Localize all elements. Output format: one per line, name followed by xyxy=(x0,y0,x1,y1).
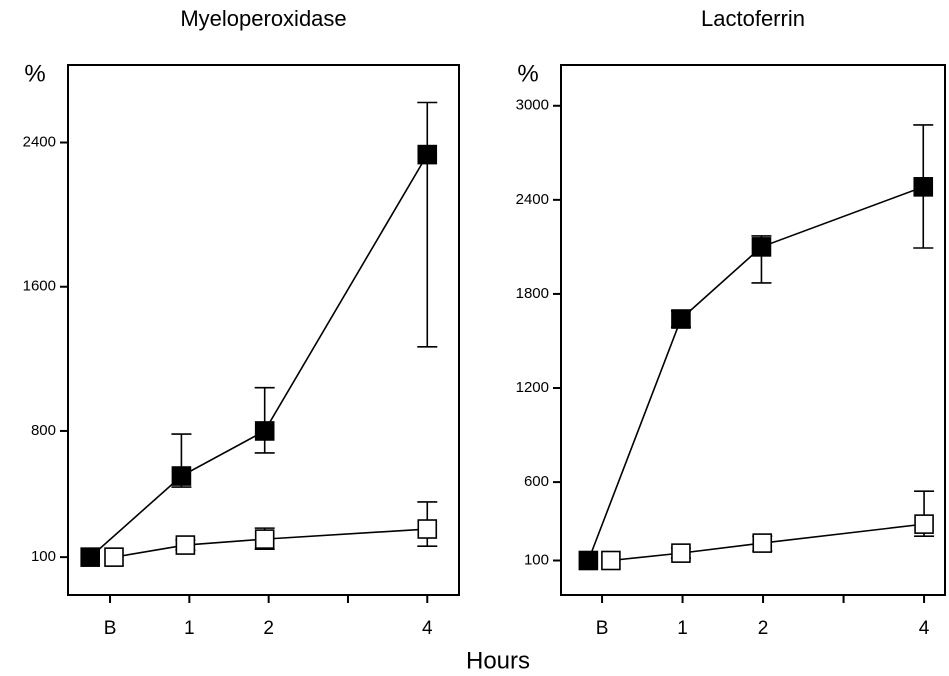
chart-title: Myeloperoxidase xyxy=(180,6,346,31)
y-tick-label: 100 xyxy=(31,548,56,565)
marker xyxy=(104,547,124,567)
x-axis-label: Hours xyxy=(466,647,530,674)
marker xyxy=(171,466,192,486)
marker xyxy=(254,421,275,441)
error-bar xyxy=(417,101,438,348)
marker xyxy=(914,514,934,534)
series-line xyxy=(89,154,428,558)
y-axis-label: % xyxy=(517,60,538,87)
x-tick-label: B xyxy=(104,618,117,639)
marker xyxy=(751,237,772,257)
y-tick-label: 600 xyxy=(524,473,549,490)
y-tick-label: 100 xyxy=(524,551,549,568)
marker xyxy=(175,535,196,555)
x-tick-label: 4 xyxy=(919,618,930,639)
x-tick-label: 2 xyxy=(263,618,274,639)
marker xyxy=(254,529,275,549)
x-tick-label: 1 xyxy=(677,618,688,639)
marker xyxy=(417,144,438,165)
chart-title: Lactoferrin xyxy=(701,6,805,31)
marker xyxy=(80,547,101,567)
series-line xyxy=(587,186,924,561)
y-tick-label: 2400 xyxy=(516,191,549,208)
series-line xyxy=(610,523,925,562)
marker xyxy=(417,519,438,539)
y-tick-label: 3000 xyxy=(516,97,549,114)
y-tick-label: 1800 xyxy=(516,285,549,302)
y-tick-label: 1600 xyxy=(23,278,56,295)
y-tick-label: 800 xyxy=(31,422,56,439)
y-tick-label: 1200 xyxy=(516,379,549,396)
series-line xyxy=(113,528,428,558)
x-tick-label: B xyxy=(596,618,609,639)
marker xyxy=(671,309,691,329)
y-axis-label: % xyxy=(24,60,45,87)
x-tick-label: 1 xyxy=(184,618,195,639)
x-tick-label: 4 xyxy=(422,618,433,639)
plot-frame xyxy=(67,64,460,596)
error-bar xyxy=(254,386,275,454)
marker xyxy=(913,177,934,197)
x-tick-label: 2 xyxy=(758,618,769,639)
marker xyxy=(578,550,599,571)
plot-frame xyxy=(560,64,946,596)
marker xyxy=(752,533,773,553)
marker xyxy=(601,550,621,571)
y-tick-label: 2400 xyxy=(23,133,56,150)
marker xyxy=(671,543,691,563)
